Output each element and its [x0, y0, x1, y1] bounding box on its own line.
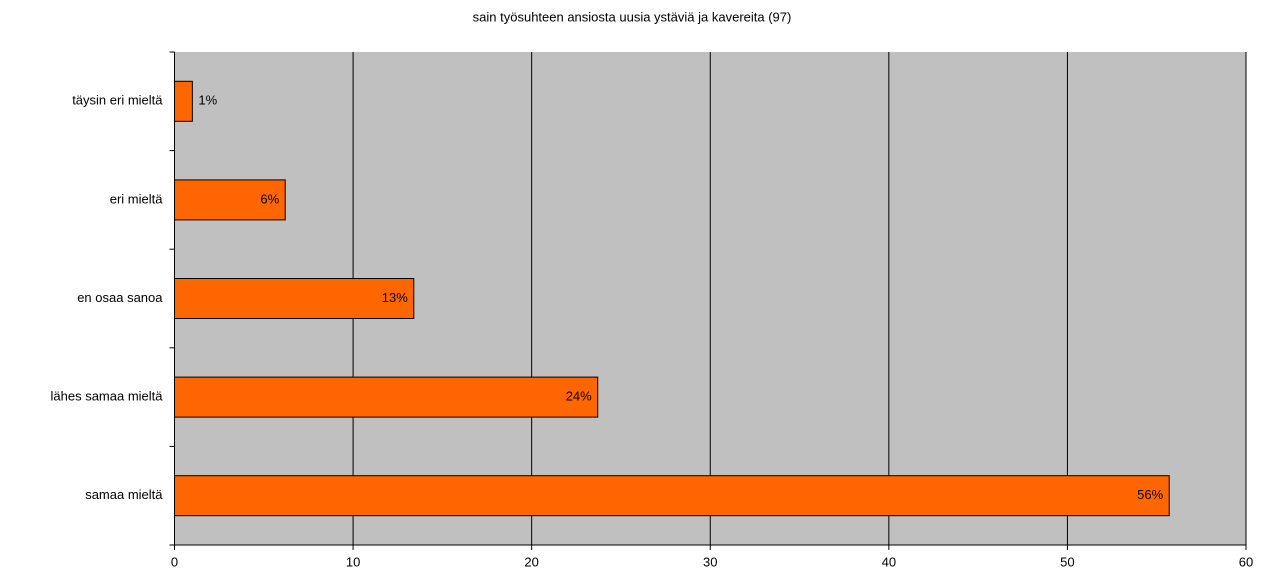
x-tick-label: 30 — [703, 554, 717, 569]
data-label: 6% — [260, 191, 279, 206]
data-label: 1% — [198, 93, 217, 108]
x-tick-label: 40 — [882, 554, 896, 569]
bar — [174, 376, 599, 418]
bar — [174, 475, 1170, 517]
x-tick-label: 20 — [524, 554, 538, 569]
chart-title: sain työsuhteen ansiosta uusia ystäviä j… — [473, 9, 792, 24]
y-tick-label: eri mieltä — [110, 191, 164, 206]
y-tick-label: lähes samaa mieltä — [51, 389, 164, 404]
y-tick-label: en osaa sanoa — [77, 290, 163, 305]
y-tick-label: samaa mieltä — [85, 487, 163, 502]
x-tick-label: 0 — [171, 554, 178, 569]
data-label: 13% — [382, 290, 408, 305]
x-tick-label: 10 — [346, 554, 360, 569]
data-label: 24% — [566, 389, 592, 404]
x-tick-label: 50 — [1060, 554, 1074, 569]
bar — [174, 278, 415, 319]
bar — [174, 80, 193, 122]
x-tick-label: 60 — [1239, 554, 1253, 569]
y-tick-label: täysin eri mieltä — [72, 93, 163, 108]
data-label: 56% — [1137, 487, 1163, 502]
bar — [174, 179, 286, 221]
